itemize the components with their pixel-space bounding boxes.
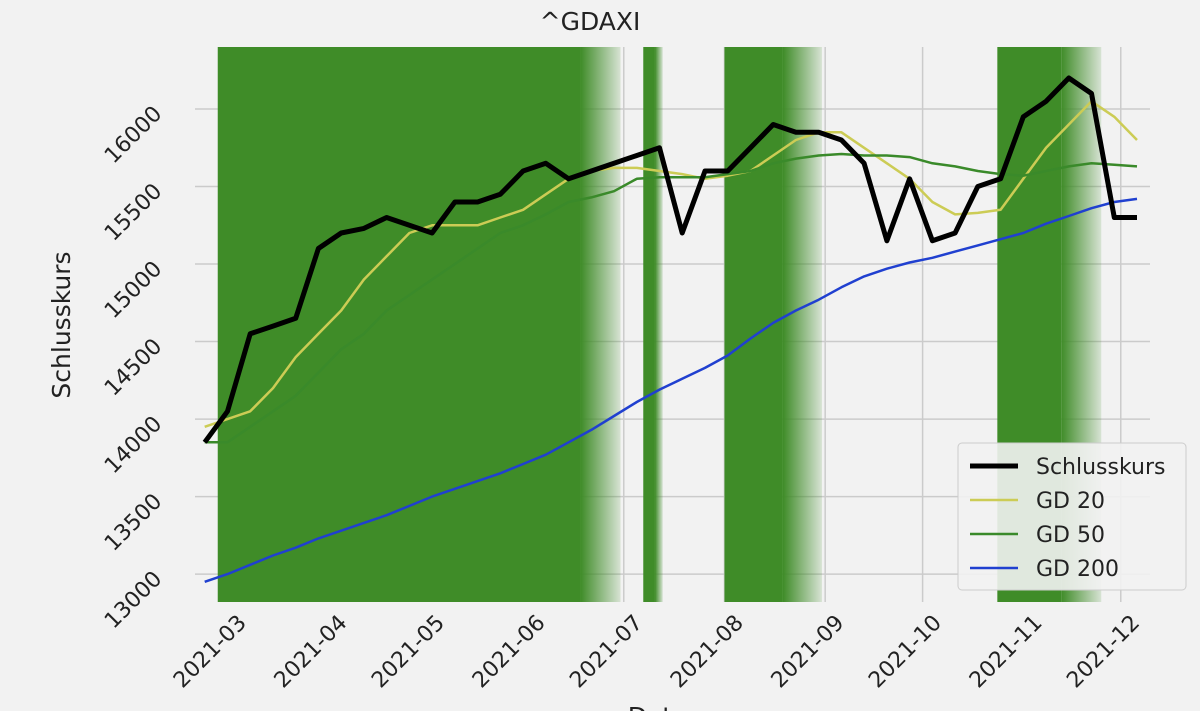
series-line	[204, 197, 1138, 583]
legend: Schlusskurs GD 20 GD 50 GD 200	[957, 442, 1187, 591]
series-line	[204, 100, 1138, 428]
shaded-range-fade	[654, 47, 663, 602]
shaded-range	[643, 47, 655, 602]
legend-label: GD 20	[1036, 489, 1105, 514]
shaded-range	[724, 47, 783, 602]
series-line	[202, 75, 1137, 444]
y-axis-label: Schlusskurs	[47, 251, 76, 398]
shaded-range-fade	[782, 47, 822, 602]
legend-label: Schlusskurs	[1036, 455, 1166, 480]
legend-label: GD 200	[1036, 557, 1119, 582]
x-axis-label: Datum	[628, 702, 713, 711]
shaded-range-fade	[580, 47, 621, 602]
legend-box	[957, 442, 1187, 591]
legend-label: GD 50	[1036, 523, 1105, 548]
series-line	[204, 152, 1138, 444]
chart-title: ^GDAXI	[540, 7, 641, 36]
